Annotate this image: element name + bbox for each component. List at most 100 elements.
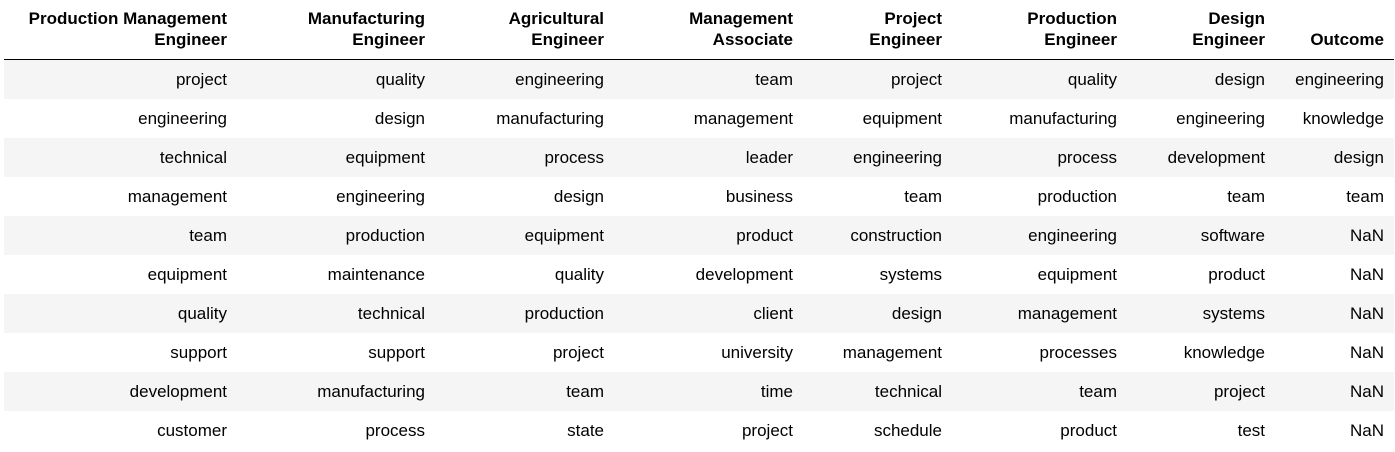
table-cell: management: [803, 333, 952, 372]
table-cell: engineering: [1127, 99, 1275, 138]
column-header-label: Management: [689, 9, 793, 28]
table-cell: quality: [237, 59, 435, 99]
column-header-label: Engineer: [531, 30, 604, 49]
table-cell: production: [435, 294, 614, 333]
column-header-label: Agricultural: [508, 9, 604, 28]
table-cell: equipment: [952, 255, 1127, 294]
table-row: team production equipment product constructi…: [4, 216, 1394, 255]
column-header: Project Engineer: [803, 4, 952, 60]
column-header-label: Associate: [712, 30, 793, 49]
table-cell: knowledge: [1127, 333, 1275, 372]
table-cell: manufacturing: [435, 99, 614, 138]
table-cell: quality: [952, 59, 1127, 99]
table-cell: design: [1275, 138, 1394, 177]
column-header-label: Project: [884, 9, 942, 28]
column-header-label: Engineer: [352, 30, 425, 49]
column-header-label: Manufacturing: [307, 9, 425, 28]
table-cell: team: [1275, 177, 1394, 216]
table-body: project quality engineering team project qual…: [4, 59, 1394, 450]
table-cell: team: [4, 216, 237, 255]
table-cell: equipment: [435, 216, 614, 255]
table-cell: processes: [952, 333, 1127, 372]
table-cell: design: [435, 177, 614, 216]
column-header-label: Production Management: [28, 9, 227, 28]
table-cell: time: [614, 372, 803, 411]
table-cell: engineering: [4, 99, 237, 138]
table-cell: equipment: [4, 255, 237, 294]
table-cell: team: [1127, 177, 1275, 216]
table-cell: leader: [614, 138, 803, 177]
table-cell: knowledge: [1275, 99, 1394, 138]
table-cell: development: [614, 255, 803, 294]
table-cell: project: [803, 59, 952, 99]
table-row: development manufacturing team time technica…: [4, 372, 1394, 411]
column-header: Management Associate: [614, 4, 803, 60]
column-header-label: Engineer: [154, 30, 227, 49]
table-cell: NaN: [1275, 372, 1394, 411]
table-cell: production: [237, 216, 435, 255]
table-row: quality technical production client design ma…: [4, 294, 1394, 333]
table-cell: product: [952, 411, 1127, 450]
table-cell: management: [4, 177, 237, 216]
table-cell: university: [614, 333, 803, 372]
table-cell: project: [4, 59, 237, 99]
column-header-label: Outcome: [1310, 30, 1384, 49]
table-cell: development: [4, 372, 237, 411]
column-header-label: Engineer: [1192, 30, 1265, 49]
table-cell: team: [614, 59, 803, 99]
table-cell: engineering: [435, 59, 614, 99]
table-cell: engineering: [952, 216, 1127, 255]
table-cell: development: [1127, 138, 1275, 177]
table-cell: technical: [237, 294, 435, 333]
table-cell: management: [952, 294, 1127, 333]
table-cell: product: [614, 216, 803, 255]
table-cell: business: [614, 177, 803, 216]
table-cell: team: [952, 372, 1127, 411]
column-header: Outcome: [1275, 4, 1394, 60]
table-cell: NaN: [1275, 294, 1394, 333]
table-cell: process: [237, 411, 435, 450]
table-cell: quality: [4, 294, 237, 333]
table-cell: project: [435, 333, 614, 372]
table-row: management engineering design business team p…: [4, 177, 1394, 216]
table-cell: support: [4, 333, 237, 372]
table-row: equipment maintenance quality development sy…: [4, 255, 1394, 294]
column-header-label: Design: [1208, 9, 1265, 28]
table-cell: equipment: [803, 99, 952, 138]
table-row: engineering design manufacturing management…: [4, 99, 1394, 138]
table-cell: test: [1127, 411, 1275, 450]
table-cell: manufacturing: [952, 99, 1127, 138]
table-cell: technical: [803, 372, 952, 411]
table-cell: design: [1127, 59, 1275, 99]
table-cell: NaN: [1275, 333, 1394, 372]
table-cell: production: [952, 177, 1127, 216]
table-cell: engineering: [803, 138, 952, 177]
column-header-label: Engineer: [869, 30, 942, 49]
table-cell: systems: [1127, 294, 1275, 333]
table-cell: quality: [435, 255, 614, 294]
column-header: Design Engineer: [1127, 4, 1275, 60]
table-cell: schedule: [803, 411, 952, 450]
table-header: Production Management Engineer Manufacturi…: [4, 4, 1394, 60]
column-header: Agricultural Engineer: [435, 4, 614, 60]
table-cell: team: [803, 177, 952, 216]
table-cell: state: [435, 411, 614, 450]
table-cell: design: [237, 99, 435, 138]
table-cell: NaN: [1275, 411, 1394, 450]
column-header-label: Production: [1027, 9, 1117, 28]
header-row: Production Management Engineer Manufacturi…: [4, 4, 1394, 60]
table-cell: systems: [803, 255, 952, 294]
table-cell: product: [1127, 255, 1275, 294]
table-cell: manufacturing: [237, 372, 435, 411]
table-cell: customer: [4, 411, 237, 450]
table-row: customer process state project schedule produ…: [4, 411, 1394, 450]
table-cell: equipment: [237, 138, 435, 177]
table-row: support support project university managemen…: [4, 333, 1394, 372]
table-cell: management: [614, 99, 803, 138]
column-header-label: Engineer: [1044, 30, 1117, 49]
table-cell: team: [435, 372, 614, 411]
table-cell: technical: [4, 138, 237, 177]
column-header: Manufacturing Engineer: [237, 4, 435, 60]
table-cell: NaN: [1275, 216, 1394, 255]
table-cell: construction: [803, 216, 952, 255]
